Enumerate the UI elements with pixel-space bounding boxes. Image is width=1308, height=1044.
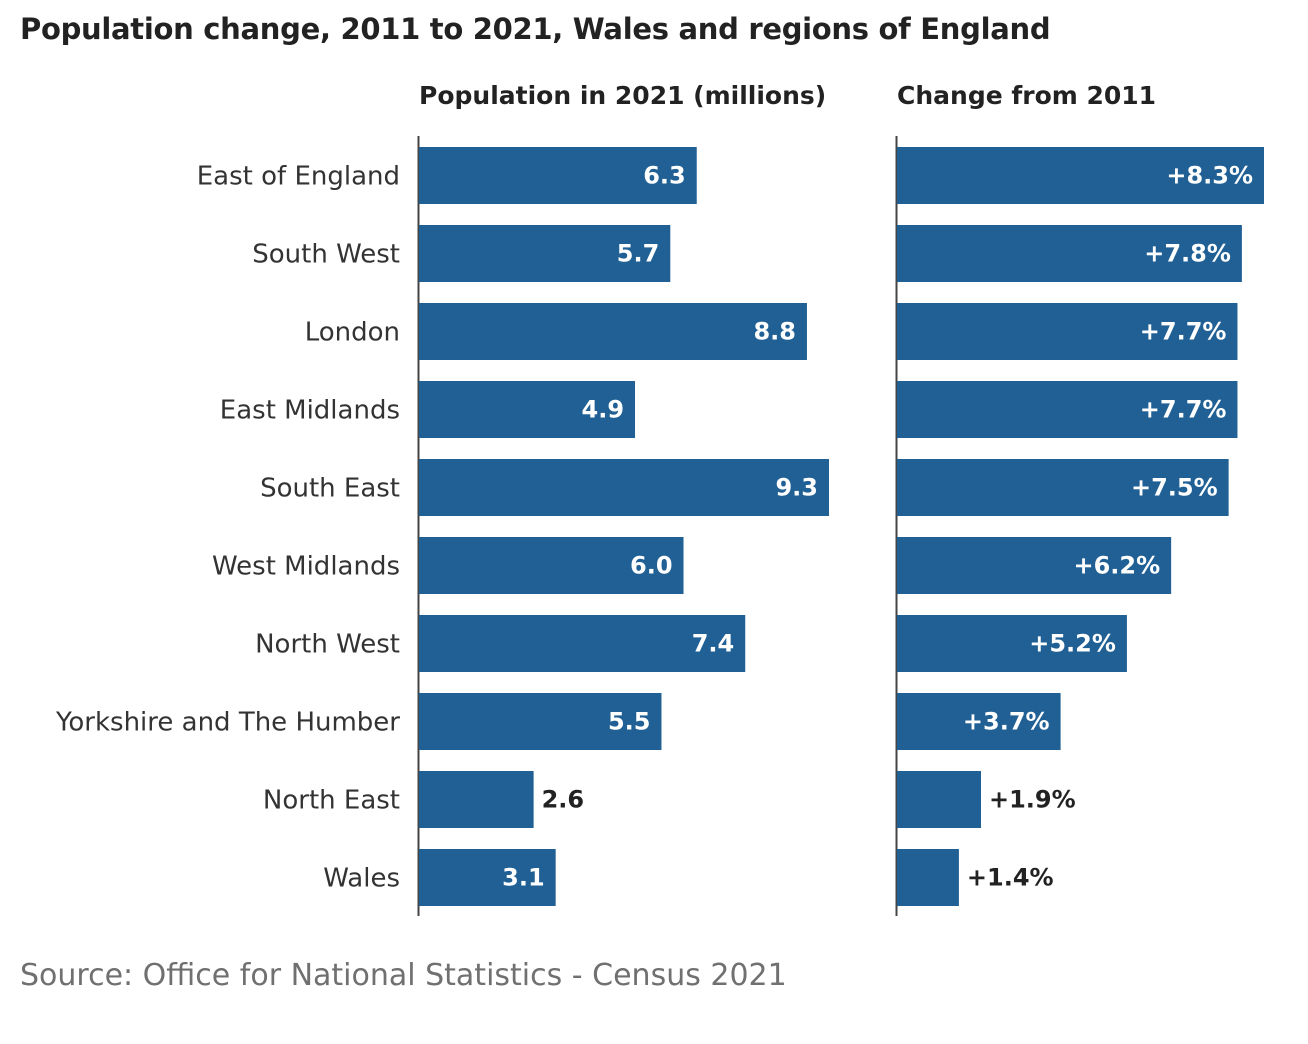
chart-panels: East of England South West London East Midl… (55, 81, 1264, 916)
category-label: London (305, 318, 400, 348)
category-label: Wales (323, 864, 400, 894)
population-bar (419, 381, 636, 438)
category-label: East Midlands (220, 396, 400, 426)
change-bar (897, 381, 1238, 438)
category-label: Yorkshire and The Humber (55, 708, 400, 738)
population-bar (419, 615, 746, 672)
category-label: West Midlands (212, 552, 400, 582)
population-bar-label: 3.1 (502, 864, 545, 892)
population-bar (419, 693, 662, 750)
change-bar (897, 693, 1061, 750)
chart-title: Population change, 2011 to 2021, Wales a… (20, 12, 1051, 46)
change-bar-label: +1.9% (989, 786, 1076, 814)
change-bar-label: +7.5% (1131, 474, 1218, 502)
change-bar (897, 459, 1229, 516)
population-bar-label: 6.0 (630, 552, 673, 580)
change-bar (897, 147, 1264, 204)
source-note: Source: Office for National Statistics -… (20, 958, 787, 993)
category-label: South East (260, 474, 400, 504)
change-bar-label: +5.2% (1029, 630, 1116, 658)
population-bar-label: 5.5 (608, 708, 651, 736)
category-label: North West (255, 630, 400, 660)
change-bar (897, 849, 959, 906)
change-bar-label: +7.7% (1140, 396, 1227, 424)
population-bar-label: 5.7 (617, 240, 660, 268)
change-bar-label: +7.8% (1144, 240, 1231, 268)
population-bar-label: 6.3 (643, 162, 686, 190)
change-bar-label: +6.2% (1073, 552, 1160, 580)
population-bar-label: 4.9 (582, 396, 625, 424)
change-bar (897, 615, 1127, 672)
category-label: North East (263, 786, 400, 816)
population-bar (419, 459, 829, 516)
population-bar (419, 225, 671, 282)
change-bar (897, 537, 1172, 594)
population-bar (419, 537, 684, 594)
change-bar (897, 225, 1242, 282)
population-bar-label: 7.4 (692, 630, 735, 658)
change-bar-label: +7.7% (1140, 318, 1227, 346)
change-bar (897, 303, 1238, 360)
change-bar-label: +3.7% (963, 708, 1050, 736)
change-panel-title: Change from 2011 (897, 81, 1156, 110)
population-bar-label: 9.3 (775, 474, 818, 502)
population-bar (419, 849, 556, 906)
category-label: South West (252, 240, 400, 270)
category-label: East of England (197, 162, 400, 192)
population-panel-title: Population in 2021 (millions) (419, 81, 826, 110)
change-bar (897, 771, 982, 828)
population-bar (419, 303, 807, 360)
population-bar (419, 147, 697, 204)
population-bar-label: 2.6 (542, 786, 585, 814)
population-bar (419, 771, 534, 828)
change-bar-label: +1.4% (967, 864, 1054, 892)
change-bar-label: +8.3% (1166, 162, 1253, 190)
population-bar-label: 8.8 (753, 318, 796, 346)
